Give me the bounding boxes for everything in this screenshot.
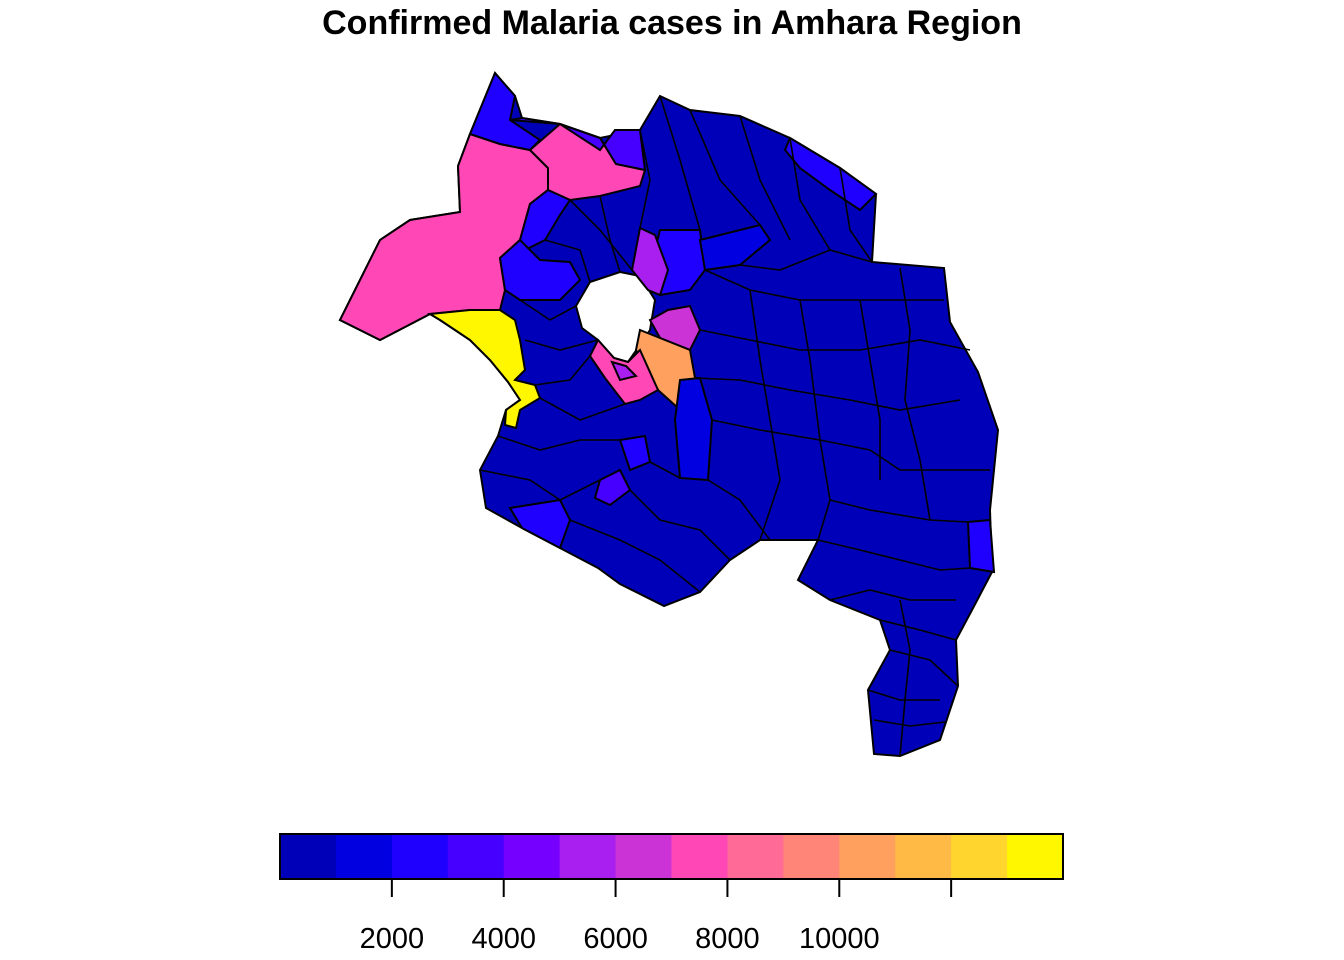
legend-swatch [391,834,449,879]
legend-swatch [839,834,896,879]
district-purple-south [610,360,638,382]
district-west-blue-2 [498,238,582,301]
legend-swatch [671,834,728,879]
district-yellow [426,309,542,430]
district-north-violet [509,116,647,172]
legend-tick-label: 6000 [583,923,648,955]
legend-swatch [503,834,561,879]
legend-tick-label: 10000 [799,923,880,955]
legend-tick-label: 4000 [471,923,536,955]
legend-swatch [447,834,505,879]
district-south-blue-2 [593,468,632,507]
legend: 2000 4000 6000 8000 10000 [279,833,1064,955]
region-base [338,71,1000,758]
district-far-north [468,71,542,152]
legend-frame [279,833,1064,880]
legend-tick-label: 8000 [695,923,760,955]
legend-swatch [727,834,784,879]
map-title: Confirmed Malaria cases in Amhara Region [322,4,1022,42]
legend-swatch [335,834,393,879]
amhara-map [338,71,1000,758]
legend-tick-label: 2000 [360,923,425,955]
district-center-east-blue [698,223,772,272]
legend-swatch [280,834,337,879]
legend-swatch [951,834,1008,879]
district-east-blue [966,518,996,574]
legend-swatch [895,834,952,879]
legend-swatch [783,834,840,879]
district-west-blue [518,188,572,252]
legend-swatch [559,834,617,879]
district-southwest-blue [508,498,572,550]
legend-swatch [1007,834,1064,879]
legend-swatch [615,834,672,879]
district-boundaries [479,95,990,757]
